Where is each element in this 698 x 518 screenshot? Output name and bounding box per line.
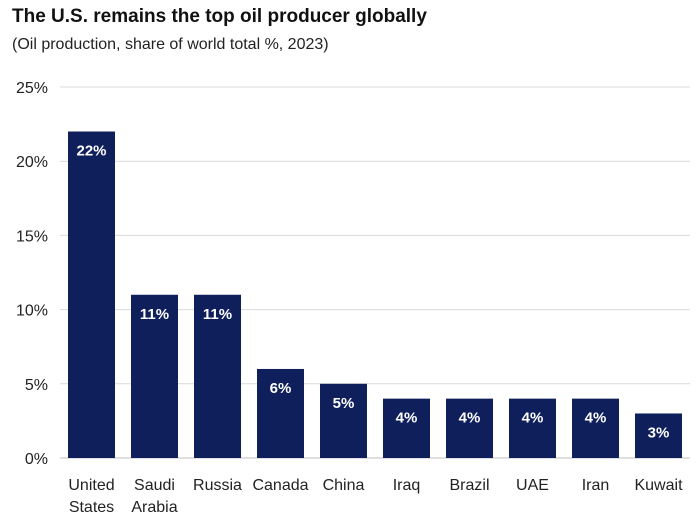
x-category-label: Kuwait — [634, 477, 683, 494]
y-tick-label: 0% — [25, 451, 48, 468]
data-label: 11% — [203, 306, 232, 323]
x-category-label: Saudi — [134, 477, 175, 494]
x-category-label: Canada — [252, 477, 308, 494]
data-label: 4% — [396, 410, 418, 427]
x-category-label: Iran — [582, 477, 610, 494]
chart-title: The U.S. remains the top oil producer gl… — [12, 6, 427, 27]
bar — [383, 398, 430, 458]
bar — [446, 398, 493, 458]
y-tick-label: 25% — [16, 80, 48, 97]
y-tick-label: 10% — [16, 303, 48, 320]
bar — [635, 413, 682, 458]
x-category-label: Arabia — [131, 499, 177, 516]
y-tick-label: 20% — [16, 154, 48, 171]
x-category-label: Brazil — [449, 477, 489, 494]
y-tick-label: 15% — [16, 228, 48, 245]
bar — [194, 294, 241, 458]
data-label: 11% — [140, 306, 169, 323]
y-tick-label: 5% — [25, 377, 48, 394]
x-category-label: China — [323, 477, 365, 494]
data-label: 4% — [585, 410, 607, 427]
bar — [509, 398, 556, 458]
chart-subtitle: (Oil production, share of world total %,… — [12, 36, 329, 53]
x-category-label: UAE — [516, 477, 549, 494]
x-category-label: United — [68, 477, 114, 494]
data-label: 3% — [648, 424, 670, 441]
x-category-label: Russia — [193, 477, 242, 494]
x-category-label: States — [69, 499, 114, 516]
bar — [68, 131, 115, 458]
bar — [131, 294, 178, 458]
bar — [572, 398, 619, 458]
data-label: 22% — [76, 143, 106, 160]
bar — [320, 383, 367, 458]
data-label: 4% — [522, 410, 544, 427]
x-category-label: Iraq — [393, 477, 421, 494]
bar — [257, 368, 304, 458]
data-label: 5% — [333, 395, 355, 412]
data-label: 4% — [459, 410, 481, 427]
data-label: 6% — [270, 380, 292, 397]
